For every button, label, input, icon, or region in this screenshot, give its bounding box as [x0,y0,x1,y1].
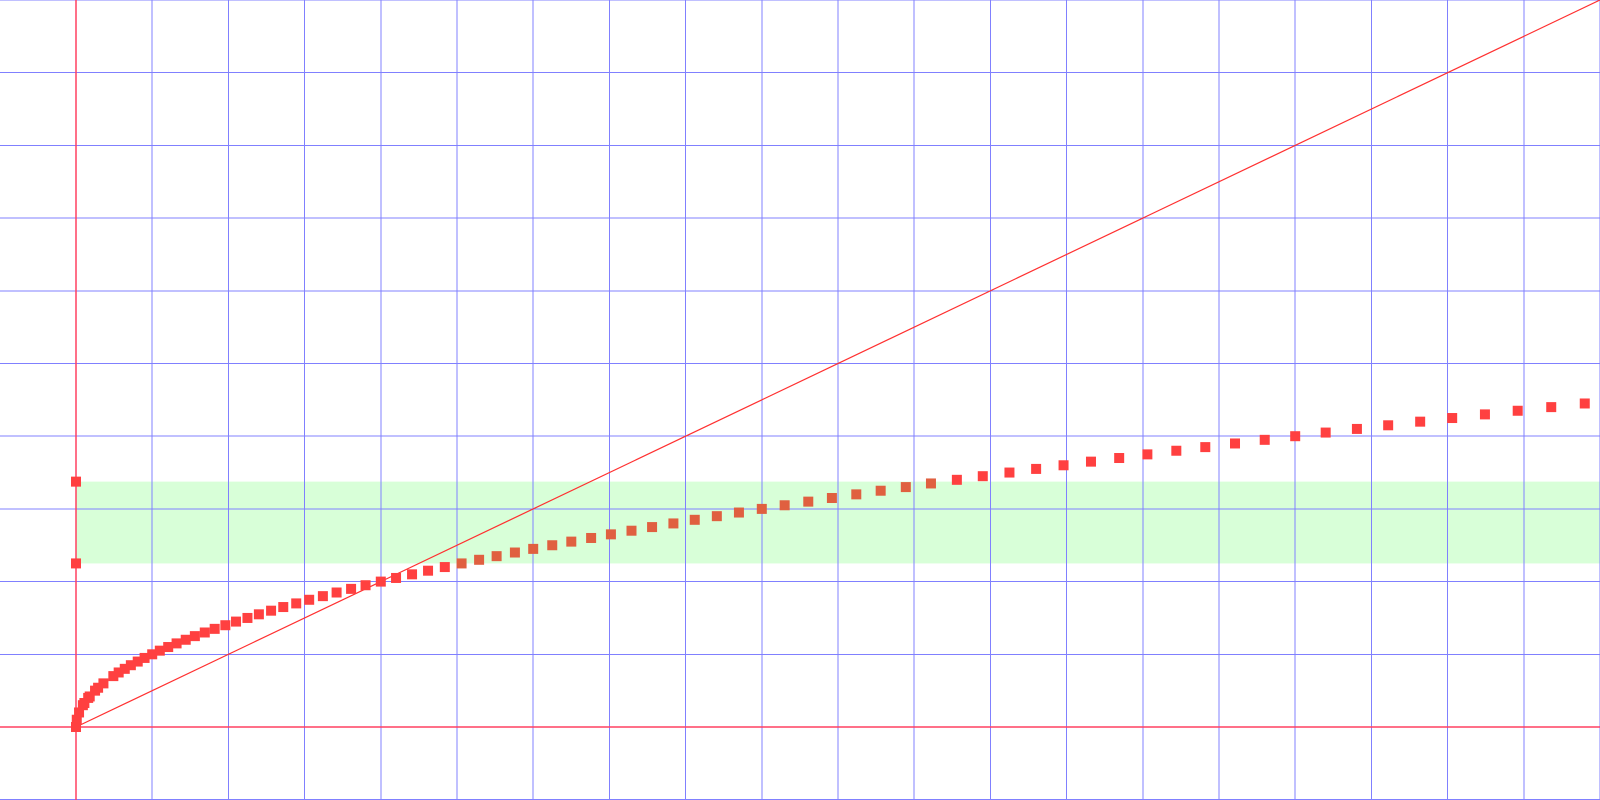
data-point [1114,453,1125,464]
data-point [1290,431,1301,442]
data-point [439,562,450,573]
data-point [1259,434,1270,445]
data-point [1546,402,1557,413]
data-point [231,616,242,627]
data-point [647,522,658,533]
data-point [125,660,136,671]
reference-line [75,0,1600,728]
data-point [875,485,886,496]
data-point [566,536,577,547]
data-point [180,634,191,645]
data-point [711,511,722,522]
line-layer [75,0,1600,728]
data-point [1351,423,1362,434]
data-point [71,722,81,732]
data-point [108,671,119,682]
data-point [1142,449,1153,460]
data-point [423,565,434,576]
data-point [242,612,253,623]
data-point [375,576,386,587]
data-point [74,707,85,718]
data-point [586,532,597,543]
data-point [925,478,936,489]
data-point [756,503,767,514]
data-point [71,714,82,725]
data-point [733,507,744,518]
data-point [1447,413,1458,424]
data-point [1058,460,1069,471]
data-point [1320,427,1331,438]
data-point [605,529,616,540]
data-point [474,554,485,565]
data-point [803,496,814,507]
data-point [346,583,357,594]
data-point [826,492,837,503]
data-point [1479,409,1490,420]
data-point [528,543,539,554]
data-point [253,609,264,620]
data-point [456,558,467,569]
data-point [547,540,558,551]
band-marker [71,476,81,487]
data-point [689,514,700,525]
data-point [900,482,911,493]
data-point [84,691,95,702]
data-point [98,678,109,689]
data-point [209,623,220,634]
data-point [1031,463,1042,474]
data-point [1512,405,1523,416]
data-point [199,627,210,638]
points-layer [71,398,1590,732]
data-point [317,591,328,602]
data-point [220,620,231,631]
band-marker [71,558,81,569]
data-point [119,663,130,674]
data-point [163,642,174,653]
data-point [1200,442,1211,453]
data-point [291,598,302,609]
data-point [391,572,402,583]
data-point [189,631,200,642]
data-point [977,471,988,482]
data-point [113,667,124,678]
data-point [951,474,962,485]
data-point [509,547,520,558]
data-point [1004,467,1015,478]
data-point [139,652,150,663]
data-point [266,605,277,616]
data-point [851,489,862,500]
data-point [331,587,342,598]
data-point [668,518,679,529]
data-point [1230,438,1241,449]
data-point [93,682,104,693]
data-point [147,649,158,660]
data-point [407,569,418,580]
data-point [1383,420,1394,431]
data-point [1085,456,1096,467]
data-point [626,525,637,536]
data-point [79,698,90,709]
data-point [278,602,289,613]
data-point [1171,445,1182,456]
data-point [304,594,315,605]
data-point [1579,398,1590,409]
data-point [1415,416,1426,427]
data-point [779,500,790,511]
data-point [132,656,143,667]
data-point [154,645,165,656]
data-point [360,580,371,591]
data-point [171,638,182,649]
data-point [491,551,502,562]
